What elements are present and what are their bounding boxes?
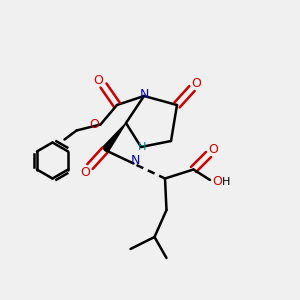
Text: O: O <box>208 142 218 156</box>
Text: O: O <box>213 175 222 188</box>
Text: N: N <box>130 154 140 167</box>
Text: H: H <box>138 142 147 152</box>
Text: O: O <box>81 166 90 179</box>
Polygon shape <box>102 123 126 152</box>
Text: O: O <box>93 74 103 87</box>
Text: H: H <box>222 177 231 188</box>
Text: N: N <box>139 88 149 101</box>
Text: O: O <box>192 76 201 90</box>
Text: O: O <box>90 118 99 131</box>
